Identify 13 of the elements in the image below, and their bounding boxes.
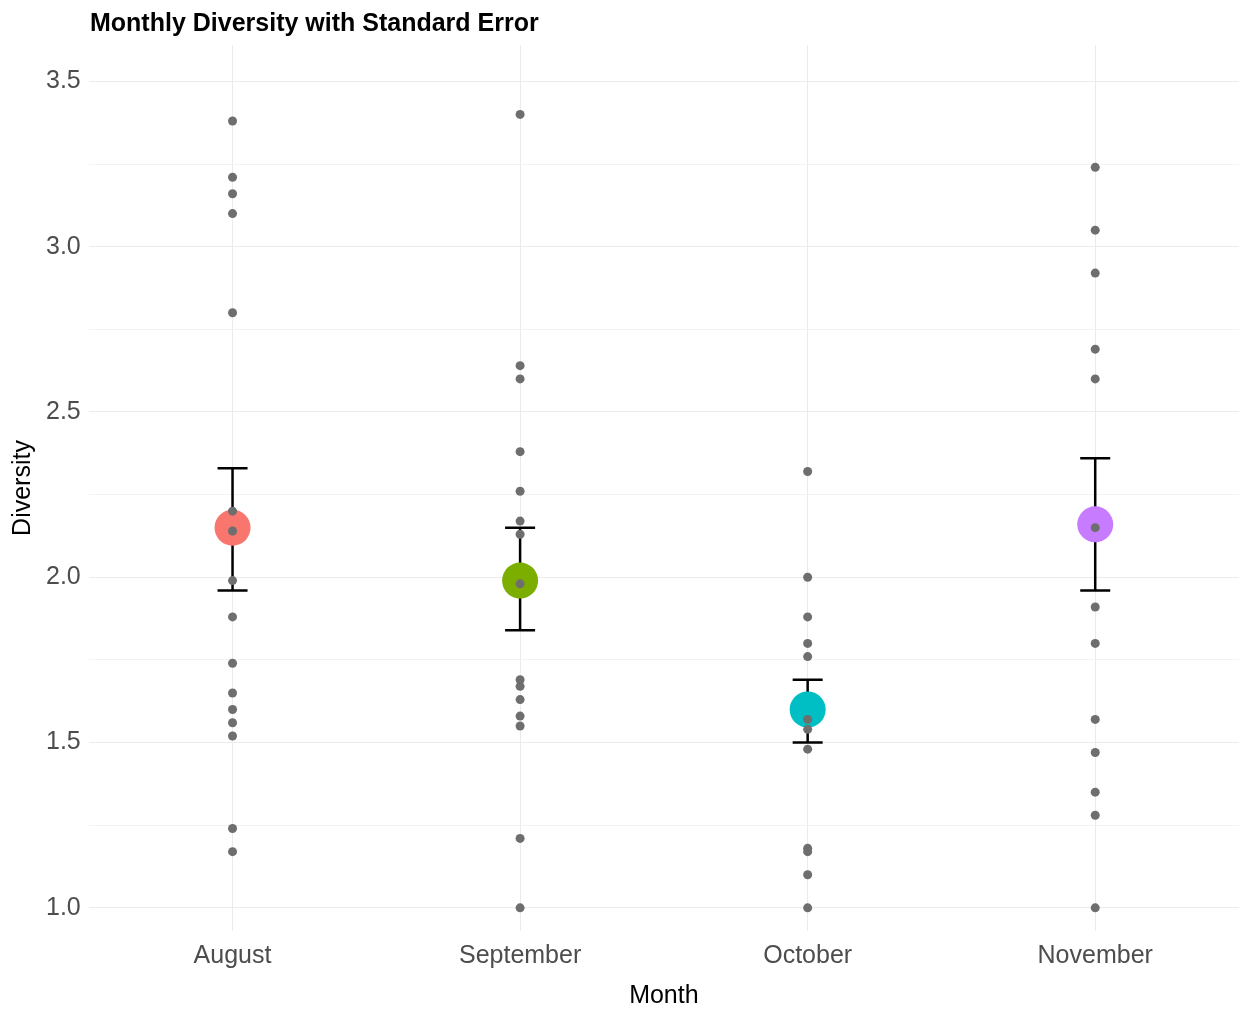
y-tick-label: 1.0 xyxy=(45,891,81,920)
y-tick-label: 1.5 xyxy=(45,726,81,755)
y-axis-title: Diversity xyxy=(6,439,35,536)
y-tick-label: 2.5 xyxy=(45,395,81,424)
x-tick-label: November xyxy=(1037,939,1153,968)
x-tick-label: August xyxy=(193,939,272,968)
y-tick-label: 3.5 xyxy=(45,65,81,94)
chart-title: Monthly Diversity with Standard Error xyxy=(90,8,539,37)
x-tick-label: October xyxy=(763,939,853,968)
y-tick-label: 3.0 xyxy=(45,230,81,259)
x-axis-title: Month xyxy=(629,979,699,1008)
x-tick-label: September xyxy=(458,939,582,968)
y-tick-label: 2.0 xyxy=(45,561,81,590)
